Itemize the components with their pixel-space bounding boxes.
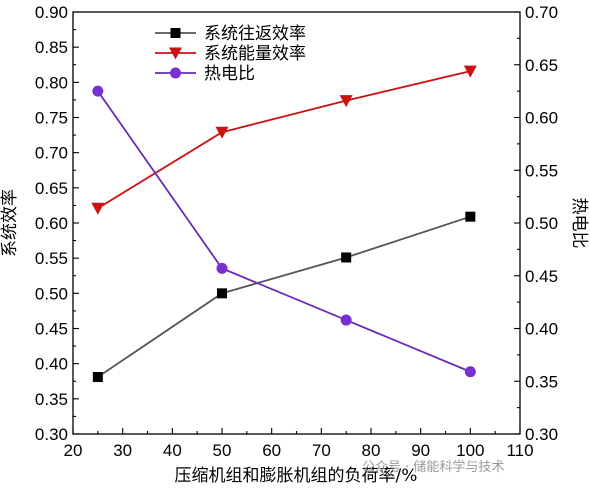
y-right-tick-label: 0.30 <box>525 425 558 444</box>
y-left-tick-labels: 0.30 0.35 0.40 0.45 0.50 0.55 0.60 0.65 0.70 0.75… <box>35 3 68 444</box>
plot-frame <box>72 11 521 435</box>
data-point <box>91 202 105 215</box>
y-right-tick-label: 0.70 <box>525 3 558 22</box>
y-left-tick-label: 0.35 <box>35 390 68 409</box>
y-left-tick-label: 0.80 <box>35 73 68 92</box>
series-2 <box>91 65 477 215</box>
x-tick-label: 70 <box>312 441 331 460</box>
x-tick-label: 60 <box>262 441 281 460</box>
legend-marker <box>169 47 182 60</box>
data-point <box>464 366 476 378</box>
y-right-tick-label: 0.35 <box>525 372 558 391</box>
data-point <box>465 211 476 222</box>
y-left-tick-label: 0.50 <box>35 284 68 303</box>
y-right-tick-label: 0.50 <box>525 214 558 233</box>
series-line <box>97 70 471 209</box>
data-point <box>92 85 104 97</box>
y-right-tick-label: 0.40 <box>525 320 558 339</box>
y-right-axis-title: 热电比 <box>569 198 589 249</box>
x-tick-label: 30 <box>113 441 132 460</box>
data-point <box>340 314 352 326</box>
y-left-axis-title: 系统效率 <box>0 189 20 257</box>
series-1 <box>92 211 476 383</box>
x-tick-labels: 20 30 40 50 60 70 80 90 100 110 <box>64 441 534 460</box>
x-tick-label: 90 <box>411 441 430 460</box>
series-line <box>97 215 471 378</box>
y-right-tick-label: 0.55 <box>525 161 558 180</box>
y-left-tick-label: 0.85 <box>35 38 68 57</box>
x-tick-label: 100 <box>456 441 484 460</box>
legend-marker <box>170 67 181 79</box>
legend-label: 系统往返效率 <box>204 24 306 44</box>
data-point <box>216 262 228 274</box>
watermark-text: 公众号 · 储能科学与技术 <box>362 460 505 475</box>
legend-label: 热电比 <box>204 64 255 84</box>
legend-entry: 热电比 <box>155 64 255 84</box>
y-left-tick-label: 0.45 <box>35 320 68 339</box>
watermark: 公众号 · 储能科学与技术 <box>362 456 504 475</box>
legend-label: 系统能量效率 <box>204 44 306 64</box>
x-tick-label: 110 <box>506 441 533 460</box>
y-left-tick-label: 0.75 <box>35 109 68 128</box>
x-tick-label: 80 <box>362 441 381 460</box>
y-right-tick-label: 0.45 <box>525 267 558 286</box>
data-point <box>339 95 353 108</box>
y-left-tick-label: 0.55 <box>35 249 68 268</box>
y-left-tick-label: 0.70 <box>35 144 68 163</box>
legend-entry: 系统能量效率 <box>155 44 306 64</box>
data-point <box>463 65 477 78</box>
series-line <box>97 90 471 373</box>
y-right-tick-label: 0.60 <box>525 109 558 128</box>
x-tick-label: 50 <box>213 441 232 460</box>
data-point <box>341 252 352 263</box>
data-point <box>92 372 103 383</box>
series-layer <box>91 65 477 383</box>
x-axis-title: 压缩机组和膨胀机组的负荷率/% <box>175 466 418 486</box>
x-tick-label: 40 <box>163 441 182 460</box>
y-left-tick-label: 0.65 <box>35 179 68 198</box>
y-left-tick-label: 0.30 <box>35 425 68 444</box>
data-point <box>215 126 229 139</box>
data-point <box>217 288 227 299</box>
y-left-tick-label: 0.40 <box>35 355 68 374</box>
y-right-tick-labels: 0.30 0.35 0.40 0.45 0.50 0.55 0.60 0.65 0.70 <box>525 3 558 444</box>
y-left-tick-label: 0.60 <box>35 214 68 233</box>
series-3 <box>92 85 476 378</box>
y-right-tick-label: 0.65 <box>525 56 558 75</box>
legend-marker <box>170 28 181 38</box>
y-left-tick-label: 0.90 <box>35 3 68 22</box>
legend-entry: 系统往返效率 <box>155 24 306 44</box>
x-tick-label: 20 <box>64 441 83 460</box>
